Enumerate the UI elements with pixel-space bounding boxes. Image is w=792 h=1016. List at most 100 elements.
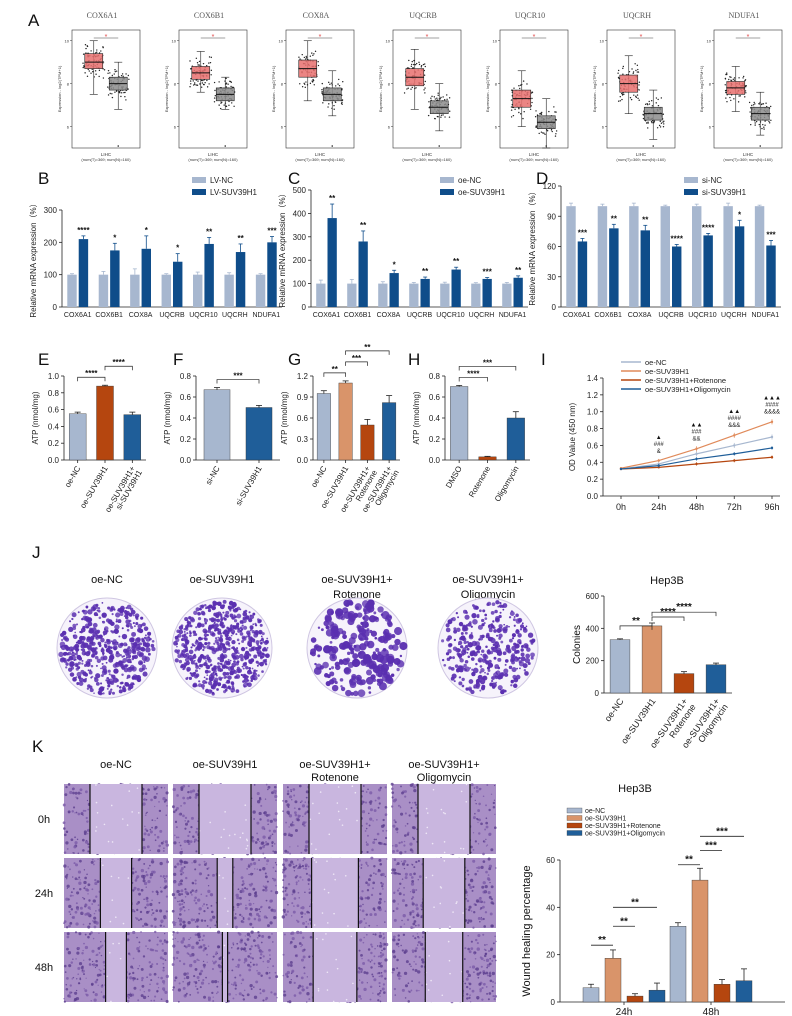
cell-speck <box>164 877 166 880</box>
cell-speck <box>302 821 306 825</box>
cell-speck <box>180 899 184 903</box>
colony <box>121 673 124 677</box>
jitter-point <box>109 92 111 95</box>
jitter-point <box>647 127 649 129</box>
colony <box>264 654 267 657</box>
cell-speck <box>294 811 297 815</box>
colony <box>99 691 103 696</box>
jitter-point <box>770 119 772 121</box>
debris-speck <box>110 804 113 807</box>
cell-speck <box>153 917 157 921</box>
outlier-point <box>331 145 334 147</box>
colony <box>472 619 478 625</box>
colony <box>461 684 465 688</box>
cell-speck <box>258 796 262 800</box>
gene-title: COX6B1 <box>194 11 224 20</box>
colony <box>186 668 190 672</box>
cell-speck <box>164 885 168 889</box>
cell-speck <box>304 844 309 849</box>
plot-frame <box>71 29 141 149</box>
jitter-point <box>751 104 753 107</box>
x-axis-label: LIHC <box>422 152 433 157</box>
cell-speck <box>256 792 260 796</box>
debris-speck <box>244 804 247 806</box>
cell-speck <box>399 805 402 807</box>
colony <box>481 684 486 689</box>
cell-speck <box>257 918 262 922</box>
debris-speck <box>345 808 348 810</box>
cell-speck <box>72 806 76 809</box>
sig-label: ** <box>360 221 367 230</box>
x-axis-sub: (num(T)=369; num(N)=160) <box>188 157 238 162</box>
cell-speck <box>198 907 202 911</box>
jitter-point <box>423 63 426 65</box>
jitter-point <box>433 96 436 98</box>
cell-speck <box>182 796 186 800</box>
legend-swatch <box>684 189 698 195</box>
cell-speck <box>274 843 276 845</box>
jitter-point <box>753 101 755 104</box>
colony <box>107 606 111 610</box>
plate-label: oe-NC <box>91 574 123 586</box>
colony <box>102 692 105 695</box>
colony <box>185 640 189 645</box>
cell-speck <box>305 840 309 844</box>
cell-speck <box>82 814 84 816</box>
colony <box>91 675 94 678</box>
cell-speck <box>172 810 176 814</box>
cell-speck <box>177 900 179 903</box>
colony <box>101 602 104 604</box>
cell-speck <box>266 842 270 846</box>
colony <box>341 644 347 651</box>
colony <box>253 654 258 659</box>
cell-speck <box>478 802 481 806</box>
cell-speck <box>180 788 184 791</box>
y-tick-label: 0.2 <box>48 439 60 448</box>
colony <box>500 640 504 644</box>
cell-speck <box>158 801 160 803</box>
jitter-point <box>219 107 222 110</box>
sig-label: **** <box>112 358 125 367</box>
cell-speck <box>241 889 245 893</box>
jitter-point <box>230 85 232 88</box>
cell-speck <box>394 821 397 824</box>
colony <box>125 619 131 625</box>
colony <box>484 613 488 617</box>
colony <box>243 678 249 684</box>
cell-speck <box>475 802 477 805</box>
debris-speck <box>107 840 110 843</box>
jitter-point <box>748 101 751 104</box>
bar-b-lv-nc <box>98 274 109 307</box>
jitter-point <box>341 99 344 102</box>
jitter-point <box>655 102 657 104</box>
jitter-point <box>729 96 731 99</box>
colony <box>369 629 373 634</box>
colony <box>89 688 94 693</box>
jitter-point <box>660 122 663 124</box>
cell-speck <box>188 796 192 799</box>
colony <box>385 676 394 684</box>
cell-speck <box>160 786 163 789</box>
cell-speck <box>365 827 368 830</box>
colony <box>190 646 193 649</box>
bar-d-si-suv39h1 <box>766 245 776 307</box>
cell-speck <box>255 912 260 917</box>
colony <box>126 628 130 632</box>
colony <box>199 608 203 611</box>
cell-speck <box>269 899 273 903</box>
colony <box>485 645 488 649</box>
colony <box>98 616 102 620</box>
colony <box>111 613 114 616</box>
colony <box>459 676 462 679</box>
jitter-point <box>733 79 736 81</box>
cell-speck <box>149 902 153 907</box>
cell-speck <box>265 841 268 843</box>
y-tick-label: 10 <box>65 39 70 44</box>
cell-speck <box>97 858 99 860</box>
jitter-point <box>225 105 228 108</box>
panel-i-line-chart: 0.00.20.40.60.81.01.21.4OD Value (450 nm… <box>568 358 781 512</box>
colony <box>358 627 367 636</box>
jitter-point <box>86 45 89 48</box>
cell-speck <box>193 838 198 842</box>
